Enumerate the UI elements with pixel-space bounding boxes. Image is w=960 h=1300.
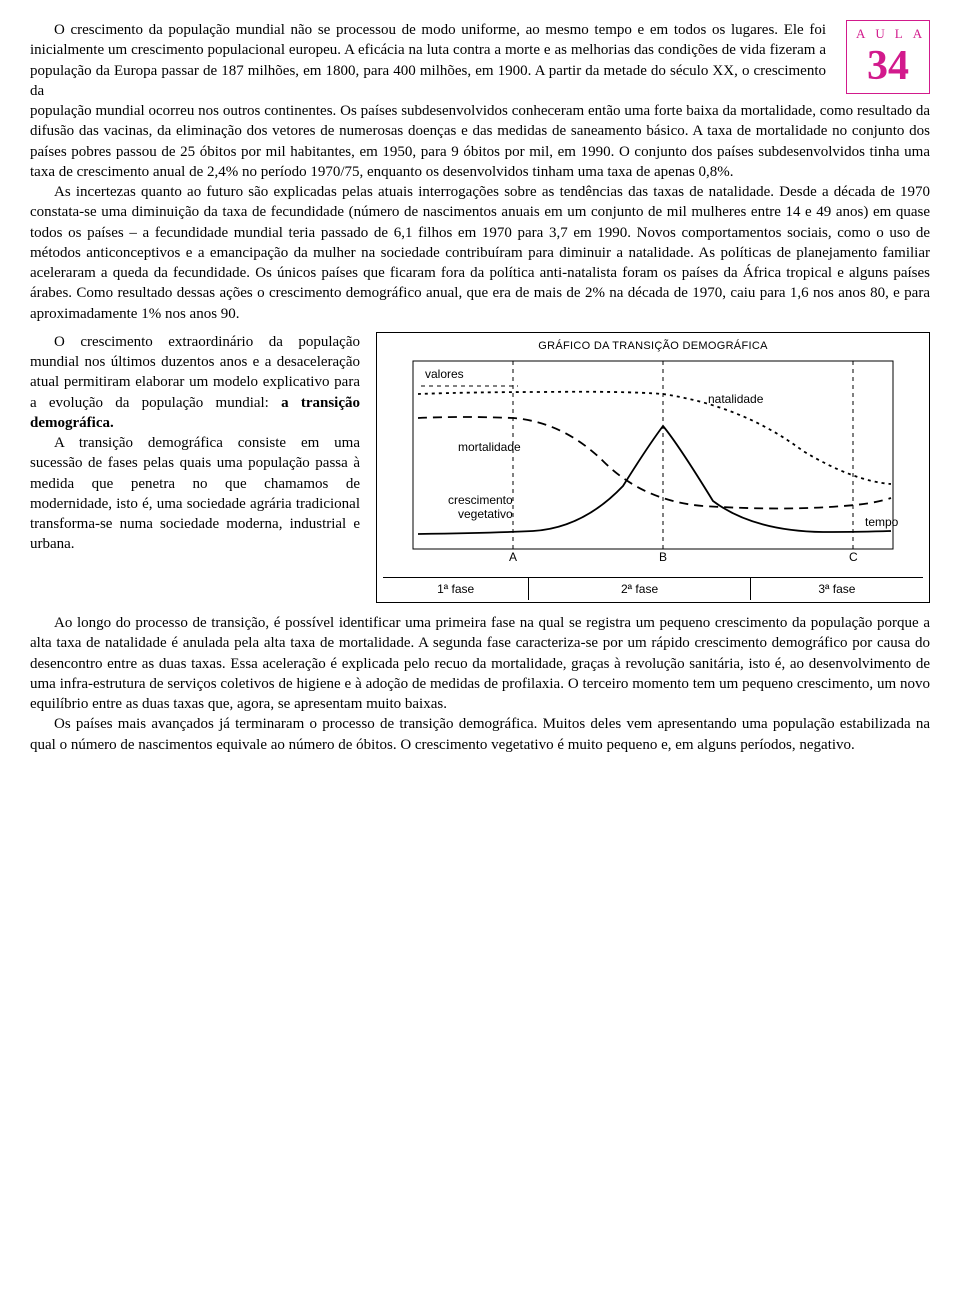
bottom-para2: Os países mais avançados já terminaram o… [30,714,930,755]
chart-title: GRÁFICO DA TRANSIÇÃO DEMOGRÁFICA [383,339,923,354]
aula-number: 34 [847,45,929,87]
mid-para1: O crescimento extraordinário da populaçã… [30,332,360,433]
phase-label: 1ª fase [383,578,529,600]
svg-text:tempo: tempo [865,515,899,529]
svg-text:mortalidade: mortalidade [458,440,521,454]
mid-para2: A transição demográfica consiste em uma … [30,433,360,555]
aula-label: AULA [847,25,929,43]
para1: O crescimento da população mundial não s… [30,20,826,101]
svg-text:valores: valores [425,367,464,381]
para1-cont: população mundial ocorreu nos outros con… [30,101,930,182]
svg-text:B: B [659,550,667,564]
phase-row: 1ª fase2ª fase3ª fase [383,577,923,600]
para2: As incertezas quanto ao futuro são expli… [30,182,930,324]
aula-box: AULA 34 [846,20,930,94]
svg-text:A: A [509,550,517,564]
bottom-para1: Ao longo do processo de transição, é pos… [30,613,930,714]
svg-text:crescimento: crescimento [448,493,513,507]
phase-label: 2ª fase [529,578,751,600]
chart-container: GRÁFICO DA TRANSIÇÃO DEMOGRÁFICA valores… [376,332,930,603]
transition-chart: valores natalidade mortalidade crescimentov… [383,356,923,571]
svg-text:vegetativo: vegetativo [458,507,513,521]
svg-text:C: C [849,550,858,564]
svg-text:natalidade: natalidade [708,392,764,406]
phase-label: 3ª fase [751,578,923,600]
